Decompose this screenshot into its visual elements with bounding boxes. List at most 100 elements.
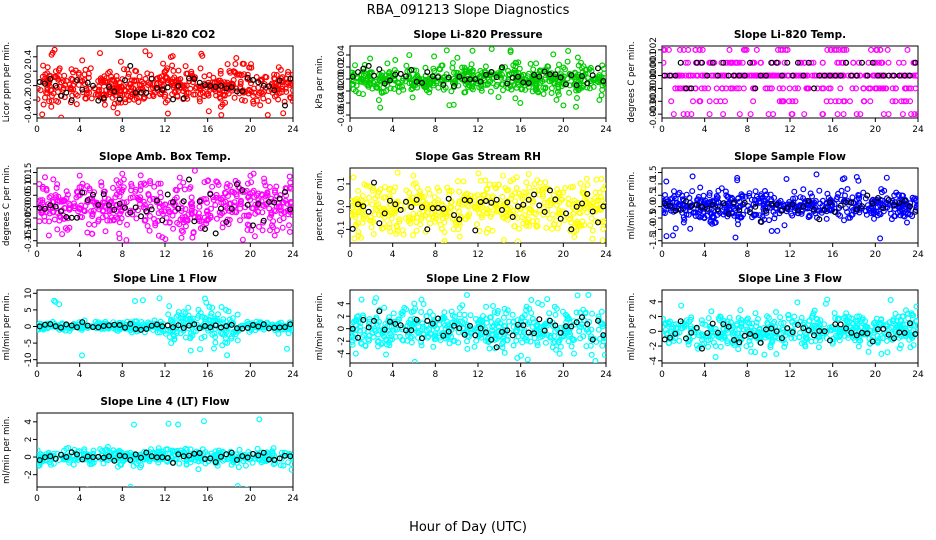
data-point	[145, 192, 152, 199]
data-point	[227, 200, 234, 207]
data-point	[212, 202, 219, 209]
y-tick-label: 0.15	[24, 163, 34, 183]
data-point	[433, 212, 440, 219]
x-tick-label: 20	[870, 125, 882, 135]
data-point	[705, 85, 712, 92]
data-point	[109, 94, 116, 101]
data-point	[377, 104, 384, 111]
data-point	[489, 193, 496, 200]
data-point	[853, 72, 860, 79]
data-point	[192, 91, 199, 98]
data-point	[413, 227, 420, 234]
data-point	[350, 174, 357, 181]
y-tick-label: 1.0	[649, 176, 659, 191]
data-point	[431, 194, 438, 201]
data-point	[722, 209, 729, 216]
data-point	[407, 216, 414, 223]
data-point	[179, 199, 186, 206]
data-point	[50, 198, 57, 205]
data-point	[908, 310, 915, 317]
panel-5: Slope Gas Stream RH0 4 8 12 16 20 24-0.10.00.1…	[315, 151, 612, 260]
data-point	[562, 326, 569, 333]
data-point	[37, 323, 43, 330]
data-point	[37, 205, 43, 211]
data-point	[872, 319, 879, 326]
data-point	[213, 215, 220, 222]
data-point	[192, 328, 199, 335]
data-point	[892, 98, 899, 105]
data-point	[180, 95, 187, 102]
data-point	[546, 187, 553, 194]
data-point	[47, 202, 54, 209]
data-point	[835, 59, 842, 66]
data-point	[794, 207, 801, 214]
data-point	[600, 226, 606, 232]
series-points	[37, 46, 293, 118]
data-point	[729, 85, 736, 92]
data-point	[849, 194, 856, 201]
data-point	[95, 218, 102, 225]
data-point	[281, 209, 288, 216]
data-point	[714, 211, 721, 218]
data-point	[244, 180, 251, 187]
data-point	[350, 225, 356, 232]
x-tick-label: 4	[390, 370, 396, 380]
data-point	[757, 218, 764, 225]
data-point	[446, 340, 453, 347]
data-point	[401, 304, 408, 311]
data-point	[573, 94, 580, 101]
data-point	[197, 65, 204, 72]
data-point	[477, 199, 484, 206]
data-point	[598, 92, 605, 99]
data-point	[784, 46, 791, 53]
y-tick-label: -0.2	[24, 91, 34, 109]
data-point	[589, 336, 596, 343]
data-point	[188, 210, 195, 217]
data-point	[873, 85, 880, 92]
data-point	[909, 335, 916, 342]
x-tick-label: 12	[159, 125, 170, 135]
x-tick-label: 4	[702, 370, 708, 380]
data-point	[573, 203, 580, 210]
panel-title: Slope Sample Flow	[734, 151, 846, 163]
data-point	[533, 60, 540, 67]
data-point	[464, 345, 471, 352]
data-point	[687, 325, 694, 332]
data-point	[681, 216, 688, 223]
data-point	[186, 78, 193, 85]
data-point	[98, 179, 105, 186]
data-point	[884, 204, 891, 211]
data-point	[599, 237, 606, 243]
data-point	[706, 111, 713, 118]
data-point	[169, 53, 176, 60]
data-point	[271, 93, 278, 100]
data-point	[197, 346, 204, 353]
data-point	[832, 209, 839, 216]
data-point	[174, 219, 181, 226]
data-point	[675, 191, 682, 198]
data-point	[235, 184, 242, 191]
data-point	[570, 350, 577, 357]
data-point	[672, 207, 679, 214]
data-point	[435, 84, 442, 91]
data-point	[600, 78, 606, 85]
data-point	[451, 83, 458, 90]
data-point	[456, 221, 463, 228]
data-point	[228, 321, 235, 328]
data-point	[587, 64, 594, 71]
data-point	[376, 220, 383, 227]
data-point	[265, 97, 272, 104]
data-point	[410, 172, 417, 179]
data-point	[512, 95, 519, 102]
data-point	[758, 191, 765, 198]
data-point	[223, 184, 230, 191]
data-point	[499, 64, 506, 71]
data-point	[692, 85, 699, 92]
x-tick-label: 8	[119, 250, 125, 260]
data-point	[840, 111, 847, 118]
data-point	[537, 179, 544, 186]
data-point	[566, 82, 573, 89]
data-point	[46, 98, 53, 105]
data-point	[488, 336, 495, 343]
data-point	[874, 195, 881, 202]
